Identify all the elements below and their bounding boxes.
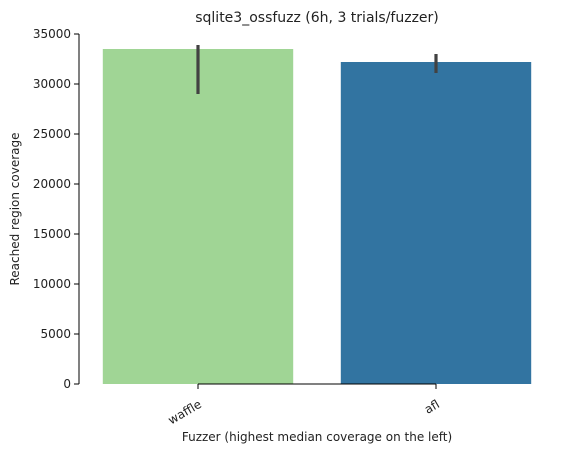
- x-axis: waffle afl: [166, 383, 442, 427]
- bar-afl: [340, 62, 532, 384]
- y-tick-label-20000: 20000: [33, 177, 71, 191]
- y-tick-label-30000: 30000: [33, 77, 71, 91]
- y-tick-label-35000: 35000: [33, 27, 71, 41]
- y-axis-label: Reached region coverage: [8, 132, 22, 285]
- x-tick-label-afl: afl: [422, 397, 442, 417]
- y-axis: 0 5000 10000 15000 20000 25000 30000 35000: [33, 27, 80, 391]
- y-tick-label-5000: 5000: [40, 327, 71, 341]
- bars-group: [102, 49, 532, 384]
- y-tick-label-10000: 10000: [33, 277, 71, 291]
- x-axis-label: Fuzzer (highest median coverage on the l…: [182, 430, 452, 444]
- y-tick-label-25000: 25000: [33, 127, 71, 141]
- chart-title: sqlite3_ossfuzz (6h, 3 trials/fuzzer): [195, 10, 439, 26]
- error-bars-group: [196, 45, 438, 94]
- bar-waffle: [102, 49, 294, 384]
- y-tick-label-0: 0: [63, 377, 71, 391]
- y-tick-label-15000: 15000: [33, 227, 71, 241]
- x-tick-label-waffle: waffle: [166, 397, 204, 427]
